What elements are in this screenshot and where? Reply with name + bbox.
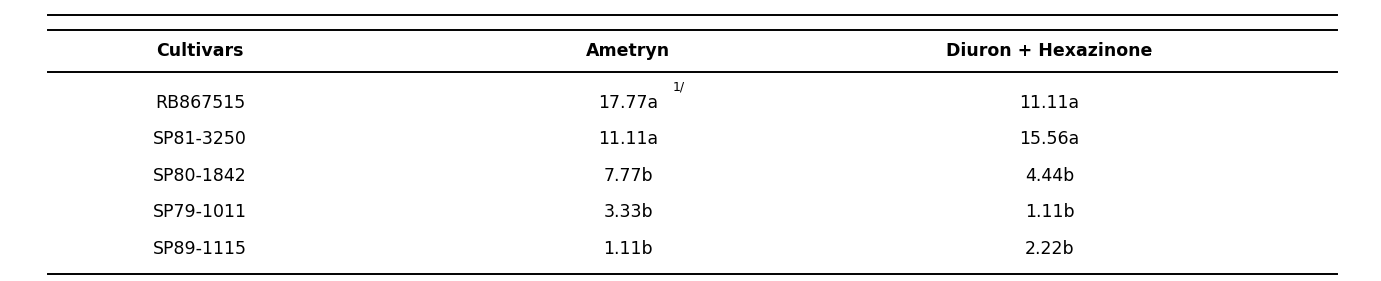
Text: 1/: 1/ — [673, 81, 685, 94]
Text: 7.77b: 7.77b — [603, 167, 653, 185]
Text: RB867515: RB867515 — [155, 94, 246, 112]
Text: 15.56a: 15.56a — [1019, 130, 1080, 148]
Text: 17.77a: 17.77a — [598, 94, 659, 112]
Text: 4.44b: 4.44b — [1025, 167, 1074, 185]
Text: 1.11b: 1.11b — [603, 240, 653, 258]
Text: 2.22b: 2.22b — [1025, 240, 1074, 258]
Text: Cultivars: Cultivars — [156, 42, 244, 60]
Text: SP80-1842: SP80-1842 — [153, 167, 247, 185]
Text: SP81-3250: SP81-3250 — [153, 130, 247, 148]
Text: 3.33b: 3.33b — [603, 203, 653, 221]
Text: Ametryn: Ametryn — [587, 42, 670, 60]
Text: 11.11a: 11.11a — [598, 130, 659, 148]
Text: SP79-1011: SP79-1011 — [153, 203, 247, 221]
Text: 11.11a: 11.11a — [1019, 94, 1080, 112]
Text: SP89-1115: SP89-1115 — [153, 240, 247, 258]
Text: Diuron + Hexazinone: Diuron + Hexazinone — [946, 42, 1153, 60]
Text: 1.11b: 1.11b — [1025, 203, 1074, 221]
